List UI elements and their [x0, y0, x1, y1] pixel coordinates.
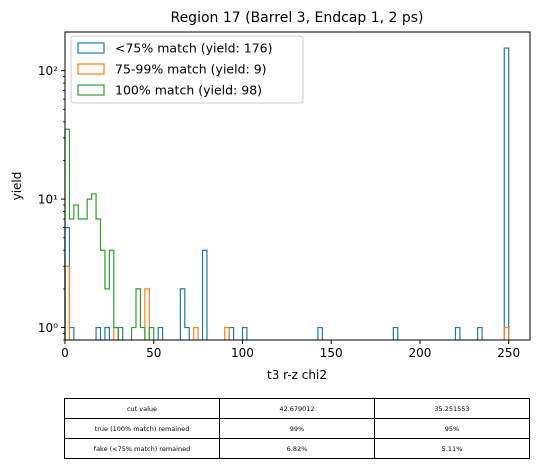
y-tick-label: 10²	[38, 64, 58, 78]
histogram-bin	[504, 48, 508, 340]
histogram-chart: Region 17 (Barrel 3, Endcap 1, 2 ps) 0 50…	[10, 10, 531, 382]
y-tick-label: 10⁰	[38, 321, 58, 335]
histogram-bin	[318, 328, 322, 340]
legend-label-blue: <75% match (yield: 176)	[115, 41, 273, 56]
histogram-bin	[118, 328, 122, 340]
legend: <75% match (yield: 176) 75-99% match (yi…	[70, 35, 304, 104]
table-row: fake (<75% match) remained 6.82% 5.11%	[64, 438, 530, 459]
y-tick-label: 10¹	[38, 193, 58, 207]
histogram-bin	[109, 250, 113, 340]
legend-swatch-orange	[77, 63, 105, 75]
histogram-bin	[83, 219, 87, 340]
histogram-bin	[78, 219, 82, 340]
histogram-bin	[180, 289, 184, 340]
histogram-bin	[114, 328, 118, 340]
legend-label-green: 100% match (yield: 98)	[115, 83, 262, 98]
histogram-bin	[96, 328, 100, 340]
table-cell: 35.251553	[374, 398, 530, 419]
histogram-bin	[393, 328, 397, 340]
histogram-bin	[65, 228, 69, 340]
table-cell: 99%	[219, 418, 375, 439]
histogram-bin	[225, 328, 229, 340]
histogram-bin	[242, 328, 246, 340]
histogram-bin	[136, 289, 140, 340]
histogram-bin	[74, 205, 78, 340]
series-2	[64, 128, 155, 340]
table-row: true (100% match) remained 99% 95%	[64, 418, 530, 439]
x-tick-label: 100	[231, 346, 254, 360]
x-tick-label: 150	[320, 346, 343, 360]
histogram-bin	[92, 194, 96, 340]
table-cell: 42.679012	[219, 398, 375, 419]
chart-title: Region 17 (Barrel 3, Endcap 1, 2 ps)	[170, 10, 423, 26]
legend-swatch-blue	[77, 42, 105, 54]
x-axis-label: t3 r-z chi2	[267, 368, 327, 382]
histogram-bin	[65, 129, 69, 340]
histogram-bin	[140, 328, 144, 340]
histogram-bin	[455, 328, 459, 340]
histogram-bin	[158, 328, 162, 340]
legend-frame	[70, 35, 304, 104]
series-outline	[64, 128, 155, 340]
table-cell: 5.11%	[374, 438, 530, 459]
histogram-bin	[185, 328, 189, 340]
table-cell: true (100% match) remained	[64, 418, 220, 439]
x-tick-label: 50	[146, 346, 161, 360]
table-cell: 95%	[374, 418, 530, 439]
histogram-bin	[105, 289, 109, 340]
plot-frame	[64, 31, 531, 341]
x-axis: 0 50 100 150 200 250	[61, 340, 520, 360]
histogram-bin	[101, 250, 105, 340]
x-tick-label: 0	[61, 346, 69, 360]
table-row: cut value 42.679012 35.251553	[64, 398, 530, 419]
table-cell: fake (<75% match) remained	[64, 438, 220, 459]
histogram-bin	[87, 199, 91, 340]
histogram-bin	[96, 219, 100, 340]
table-cell: 6.82%	[219, 438, 375, 459]
legend-swatch-green	[77, 84, 105, 96]
x-tick-label: 250	[497, 346, 520, 360]
y-axis-label: yield	[10, 172, 24, 201]
legend-label-orange: 75-99% match (yield: 9)	[115, 62, 267, 77]
histogram-bin	[105, 328, 109, 340]
table-cell: cut value	[64, 398, 220, 419]
histogram-bin	[145, 289, 149, 340]
histogram-bin	[194, 328, 198, 340]
histogram-bin	[65, 266, 69, 340]
x-tick-label: 200	[409, 346, 432, 360]
histogram-bin	[504, 328, 508, 340]
plot-series-group	[64, 47, 510, 340]
cut-summary-table: cut value 42.679012 35.251553 true (100%…	[64, 398, 530, 459]
histogram-bin	[203, 250, 207, 340]
histogram-bin	[132, 328, 136, 340]
histogram-bin	[69, 219, 73, 340]
histogram-bin	[69, 328, 73, 340]
histogram-bin	[114, 328, 118, 340]
histogram-bin	[229, 328, 233, 340]
histogram-bin	[478, 328, 482, 340]
y-axis: 10⁰ 10¹ 10²	[38, 64, 65, 341]
histogram-bin	[149, 328, 153, 340]
